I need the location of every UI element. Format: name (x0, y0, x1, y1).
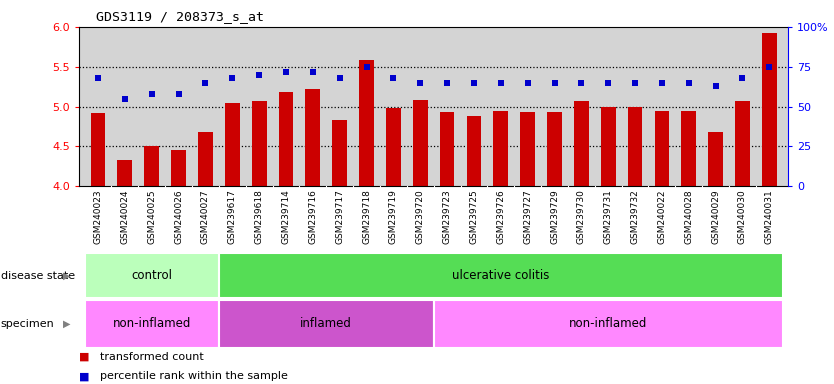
Text: ulcerative colitis: ulcerative colitis (452, 269, 550, 282)
Text: GSM239618: GSM239618 (254, 190, 264, 244)
Text: GSM239717: GSM239717 (335, 190, 344, 244)
Text: GSM239716: GSM239716 (309, 190, 318, 244)
Text: GSM239714: GSM239714 (282, 190, 290, 244)
Bar (219, 300, 434, 348)
Text: specimen: specimen (1, 318, 54, 329)
Bar (440, 112, 455, 186)
Bar (413, 100, 428, 186)
Bar (762, 33, 776, 186)
Bar (225, 103, 239, 186)
Bar (434, 300, 783, 348)
Text: GSM240028: GSM240028 (684, 190, 693, 244)
Bar (118, 160, 133, 186)
Bar (520, 112, 535, 186)
Text: non-inflamed: non-inflamed (569, 317, 647, 330)
Text: GSM240026: GSM240026 (174, 190, 183, 244)
Bar (91, 113, 105, 186)
Bar (252, 101, 267, 186)
Bar (494, 111, 508, 186)
Bar (219, 253, 783, 298)
Text: GSM239718: GSM239718 (362, 190, 371, 244)
Text: GSM239719: GSM239719 (389, 190, 398, 244)
Text: GSM239731: GSM239731 (604, 190, 613, 244)
Bar (681, 111, 696, 186)
Text: GSM239726: GSM239726 (496, 190, 505, 244)
Text: percentile rank within the sample: percentile rank within the sample (100, 371, 288, 381)
Bar (144, 146, 159, 186)
Text: GSM240029: GSM240029 (711, 190, 720, 244)
Text: ■: ■ (79, 352, 90, 362)
Text: GSM239725: GSM239725 (470, 190, 479, 244)
Bar (574, 101, 589, 186)
Text: GSM239732: GSM239732 (631, 190, 640, 244)
Bar (279, 92, 294, 186)
Bar (386, 108, 401, 186)
Text: disease state: disease state (1, 270, 75, 281)
Text: control: control (131, 269, 173, 282)
Bar (466, 116, 481, 186)
Text: GSM239730: GSM239730 (577, 190, 585, 244)
Text: GSM240023: GSM240023 (93, 190, 103, 244)
Bar (600, 107, 615, 186)
Text: ▶: ▶ (63, 270, 71, 281)
Text: inflamed: inflamed (300, 317, 352, 330)
Bar (359, 60, 374, 186)
Bar (332, 120, 347, 186)
Text: ▶: ▶ (63, 318, 71, 329)
Text: GSM240022: GSM240022 (657, 190, 666, 244)
Text: GSM240027: GSM240027 (201, 190, 210, 244)
Bar (84, 300, 219, 348)
Text: GSM240031: GSM240031 (765, 190, 774, 244)
Text: GDS3119 / 208373_s_at: GDS3119 / 208373_s_at (96, 10, 264, 23)
Text: ■: ■ (79, 371, 90, 381)
Text: GSM239727: GSM239727 (523, 190, 532, 244)
Text: transformed count: transformed count (100, 352, 203, 362)
Bar (628, 107, 642, 186)
Bar (305, 89, 320, 186)
Text: GSM239617: GSM239617 (228, 190, 237, 244)
Text: non-inflamed: non-inflamed (113, 317, 191, 330)
Bar (735, 101, 750, 186)
Bar (198, 132, 213, 186)
Bar (655, 111, 670, 186)
Text: GSM239720: GSM239720 (416, 190, 425, 244)
Bar (171, 151, 186, 186)
Text: GSM239729: GSM239729 (550, 190, 559, 244)
Bar (84, 253, 219, 298)
Text: GSM240030: GSM240030 (738, 190, 747, 244)
Text: GSM239723: GSM239723 (443, 190, 451, 244)
Bar (708, 132, 723, 186)
Text: GSM240024: GSM240024 (120, 190, 129, 244)
Bar (547, 112, 562, 186)
Text: GSM240025: GSM240025 (148, 190, 156, 244)
